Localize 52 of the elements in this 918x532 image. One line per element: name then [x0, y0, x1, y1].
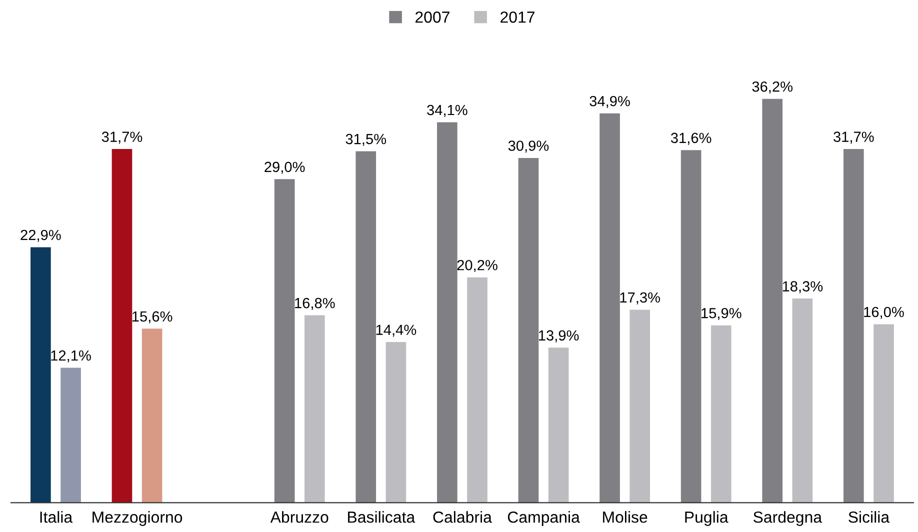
bar — [60, 368, 81, 503]
bar — [30, 247, 51, 503]
bar — [142, 328, 162, 503]
bar — [680, 150, 702, 503]
data-label: 14,4% — [376, 324, 416, 337]
bar — [467, 277, 488, 503]
bar — [710, 325, 732, 503]
bar — [112, 149, 132, 503]
x-tick-label: Italia — [40, 511, 73, 523]
data-label: 30,9% — [508, 140, 549, 153]
data-label: 22,9% — [20, 230, 61, 242]
bar — [304, 315, 325, 503]
bar — [762, 98, 783, 503]
data-label: 34,1% — [427, 104, 468, 117]
bar — [356, 151, 376, 503]
data-label: 31,6% — [670, 132, 712, 145]
x-tick-label: Abruzzo — [270, 511, 328, 523]
x-tick-label: Calabria — [433, 511, 492, 523]
data-label: 31,7% — [102, 132, 142, 144]
bar — [843, 149, 864, 503]
data-label: 16,8% — [295, 298, 335, 310]
data-label: 34,9% — [590, 96, 630, 108]
bar — [792, 298, 813, 503]
x-tick-label: Molise — [603, 511, 648, 523]
x-tick-label: Campania — [508, 511, 580, 526]
data-label: 31,5% — [346, 134, 386, 146]
data-label: 12,1% — [51, 350, 91, 362]
data-label: 29,0% — [264, 162, 305, 174]
x-tick-label: Mezzogiorno — [92, 511, 182, 526]
legend-label: 2007 — [416, 11, 450, 23]
data-label: 17,3% — [620, 292, 660, 304]
bar — [386, 342, 406, 503]
data-label: 16,0% — [864, 306, 904, 319]
bar — [630, 310, 650, 503]
data-label: 18,3% — [782, 281, 823, 294]
bar — [600, 113, 620, 503]
data-label: 31,7% — [834, 132, 874, 144]
bar — [274, 179, 295, 503]
data-label: 15,9% — [702, 308, 742, 320]
bar — [437, 122, 458, 503]
x-tick-label: Sicilia — [848, 511, 890, 523]
x-tick-label: Sardegna — [753, 511, 822, 526]
x-tick-label: Basilicata — [348, 511, 416, 523]
bar — [874, 324, 894, 503]
legend-label: 2017 — [500, 11, 534, 23]
bar — [548, 348, 569, 503]
data-label: 20,2% — [457, 260, 498, 272]
bar — [518, 158, 539, 503]
x-tick-label: Puglia — [685, 511, 728, 526]
data-label: 36,2% — [752, 81, 793, 94]
data-label: 15,6% — [132, 311, 172, 324]
data-label: 13,9% — [538, 330, 579, 342]
